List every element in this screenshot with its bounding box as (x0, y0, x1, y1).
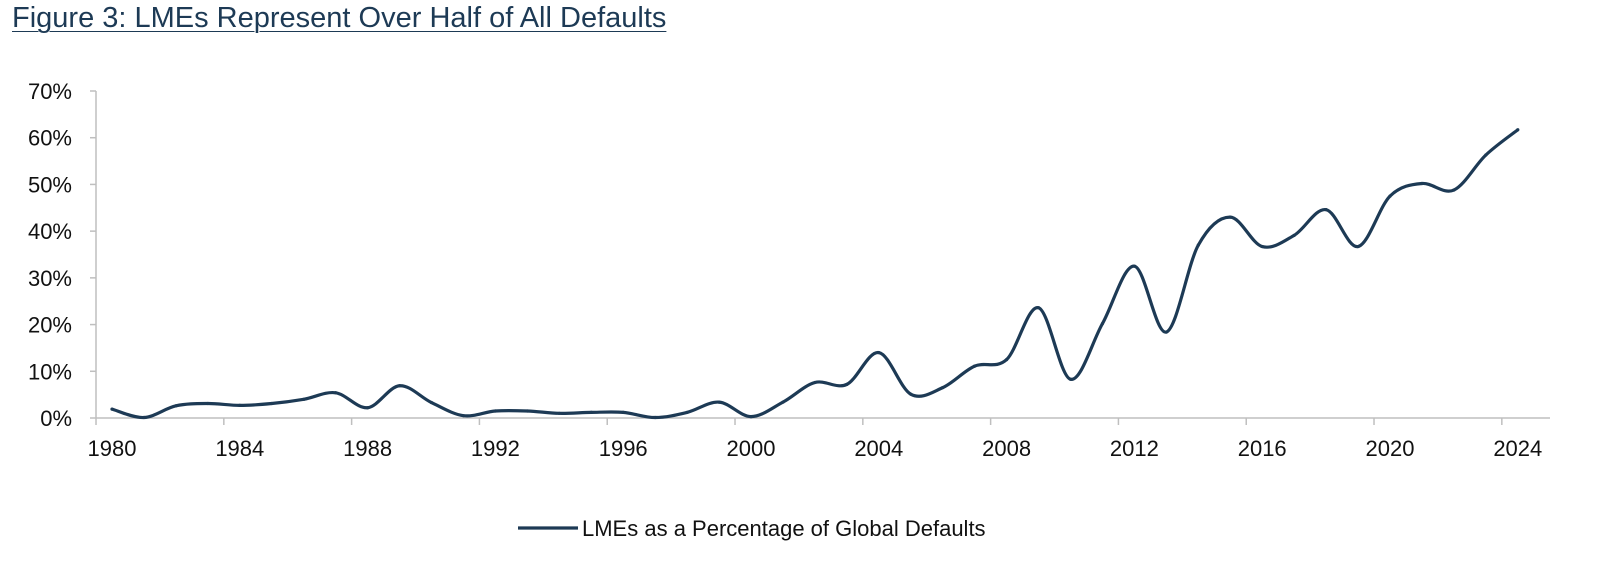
x-tick-label: 2016 (1238, 436, 1287, 461)
data-point (813, 380, 817, 385)
y-tick-label: 40% (28, 219, 72, 244)
data-point (493, 409, 497, 413)
data-point (1164, 330, 1168, 334)
data-point (877, 351, 881, 355)
data-point (270, 401, 274, 406)
data-point (142, 415, 146, 420)
data-point (589, 410, 593, 414)
x-tick-label: 1980 (88, 436, 137, 461)
data-point (110, 407, 114, 411)
x-tick-label: 2004 (854, 436, 903, 461)
data-point (1196, 243, 1200, 247)
data-point (717, 400, 721, 404)
data-point (621, 410, 625, 414)
data-point (1132, 264, 1136, 268)
y-tick-label: 60% (28, 126, 72, 151)
data-point (1484, 153, 1488, 157)
data-point (1388, 194, 1392, 198)
x-tick-label: 1996 (599, 436, 648, 461)
data-point (1036, 306, 1041, 310)
chart-title: Figure 3: LMEs Represent Over Half of Al… (12, 2, 667, 34)
data-point (397, 384, 402, 388)
y-tick-label: 20% (28, 313, 72, 338)
data-point (1005, 358, 1009, 362)
data-point (973, 364, 977, 368)
data-point (1516, 128, 1520, 132)
data-point (238, 403, 242, 407)
data-point (781, 400, 785, 404)
data-point (302, 397, 306, 401)
y-tick-label: 30% (28, 266, 72, 291)
data-point (749, 414, 753, 419)
x-tick-label: 2020 (1366, 436, 1415, 461)
x-tick-label: 2024 (1493, 436, 1542, 461)
data-point (1452, 188, 1456, 192)
data-point (206, 401, 210, 406)
legend-label: LMEs as a Percentage of Global Defaults (582, 516, 986, 541)
data-point (653, 415, 657, 420)
x-tick-label: 2008 (982, 436, 1031, 461)
y-tick-label: 70% (28, 79, 72, 104)
data-point (845, 382, 849, 386)
data-point (1356, 244, 1360, 249)
data-point (1260, 244, 1264, 249)
data-point (685, 410, 689, 414)
data-point (941, 386, 945, 390)
data-point (334, 391, 338, 395)
y-tick-label: 0% (40, 406, 72, 431)
data-point (1100, 322, 1105, 326)
x-tick-label: 2000 (727, 436, 776, 461)
series-line (111, 128, 1519, 420)
data-point (909, 392, 913, 396)
data-point (1292, 233, 1296, 237)
data-point (1324, 208, 1328, 212)
x-tick-label: 1992 (471, 436, 520, 461)
y-tick-label: 50% (28, 172, 72, 197)
data-point (429, 400, 434, 405)
x-tick-label: 2012 (1110, 436, 1159, 461)
y-tick-label: 10% (28, 359, 72, 384)
data-point (461, 414, 466, 418)
data-point (366, 406, 370, 410)
x-tick-label: 1988 (343, 436, 392, 461)
x-tick-label: 1984 (215, 436, 264, 461)
data-point (174, 404, 178, 408)
data-point (1420, 181, 1424, 186)
data-point (1228, 215, 1232, 219)
data-point (557, 411, 561, 415)
data-point (525, 409, 529, 413)
data-point (1068, 377, 1073, 381)
